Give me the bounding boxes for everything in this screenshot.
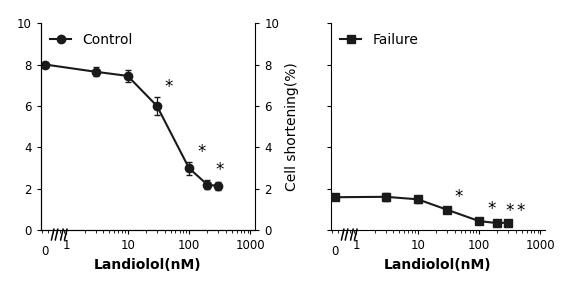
Text: *: * [197, 143, 205, 160]
Legend: Failure: Failure [338, 30, 421, 50]
Text: *: * [506, 202, 514, 220]
X-axis label: Landiolol(nM): Landiolol(nM) [94, 258, 202, 272]
Text: *: * [487, 200, 495, 217]
Text: *: * [516, 202, 525, 220]
Text: *: * [455, 188, 463, 206]
Text: *: * [165, 78, 173, 96]
Legend: Control: Control [48, 30, 135, 50]
Text: 0: 0 [41, 245, 49, 258]
Text: 0: 0 [331, 245, 339, 258]
Text: *: * [216, 161, 224, 179]
X-axis label: Landiolol(nM): Landiolol(nM) [384, 258, 492, 272]
Y-axis label: Cell shortening(%): Cell shortening(%) [285, 62, 299, 191]
